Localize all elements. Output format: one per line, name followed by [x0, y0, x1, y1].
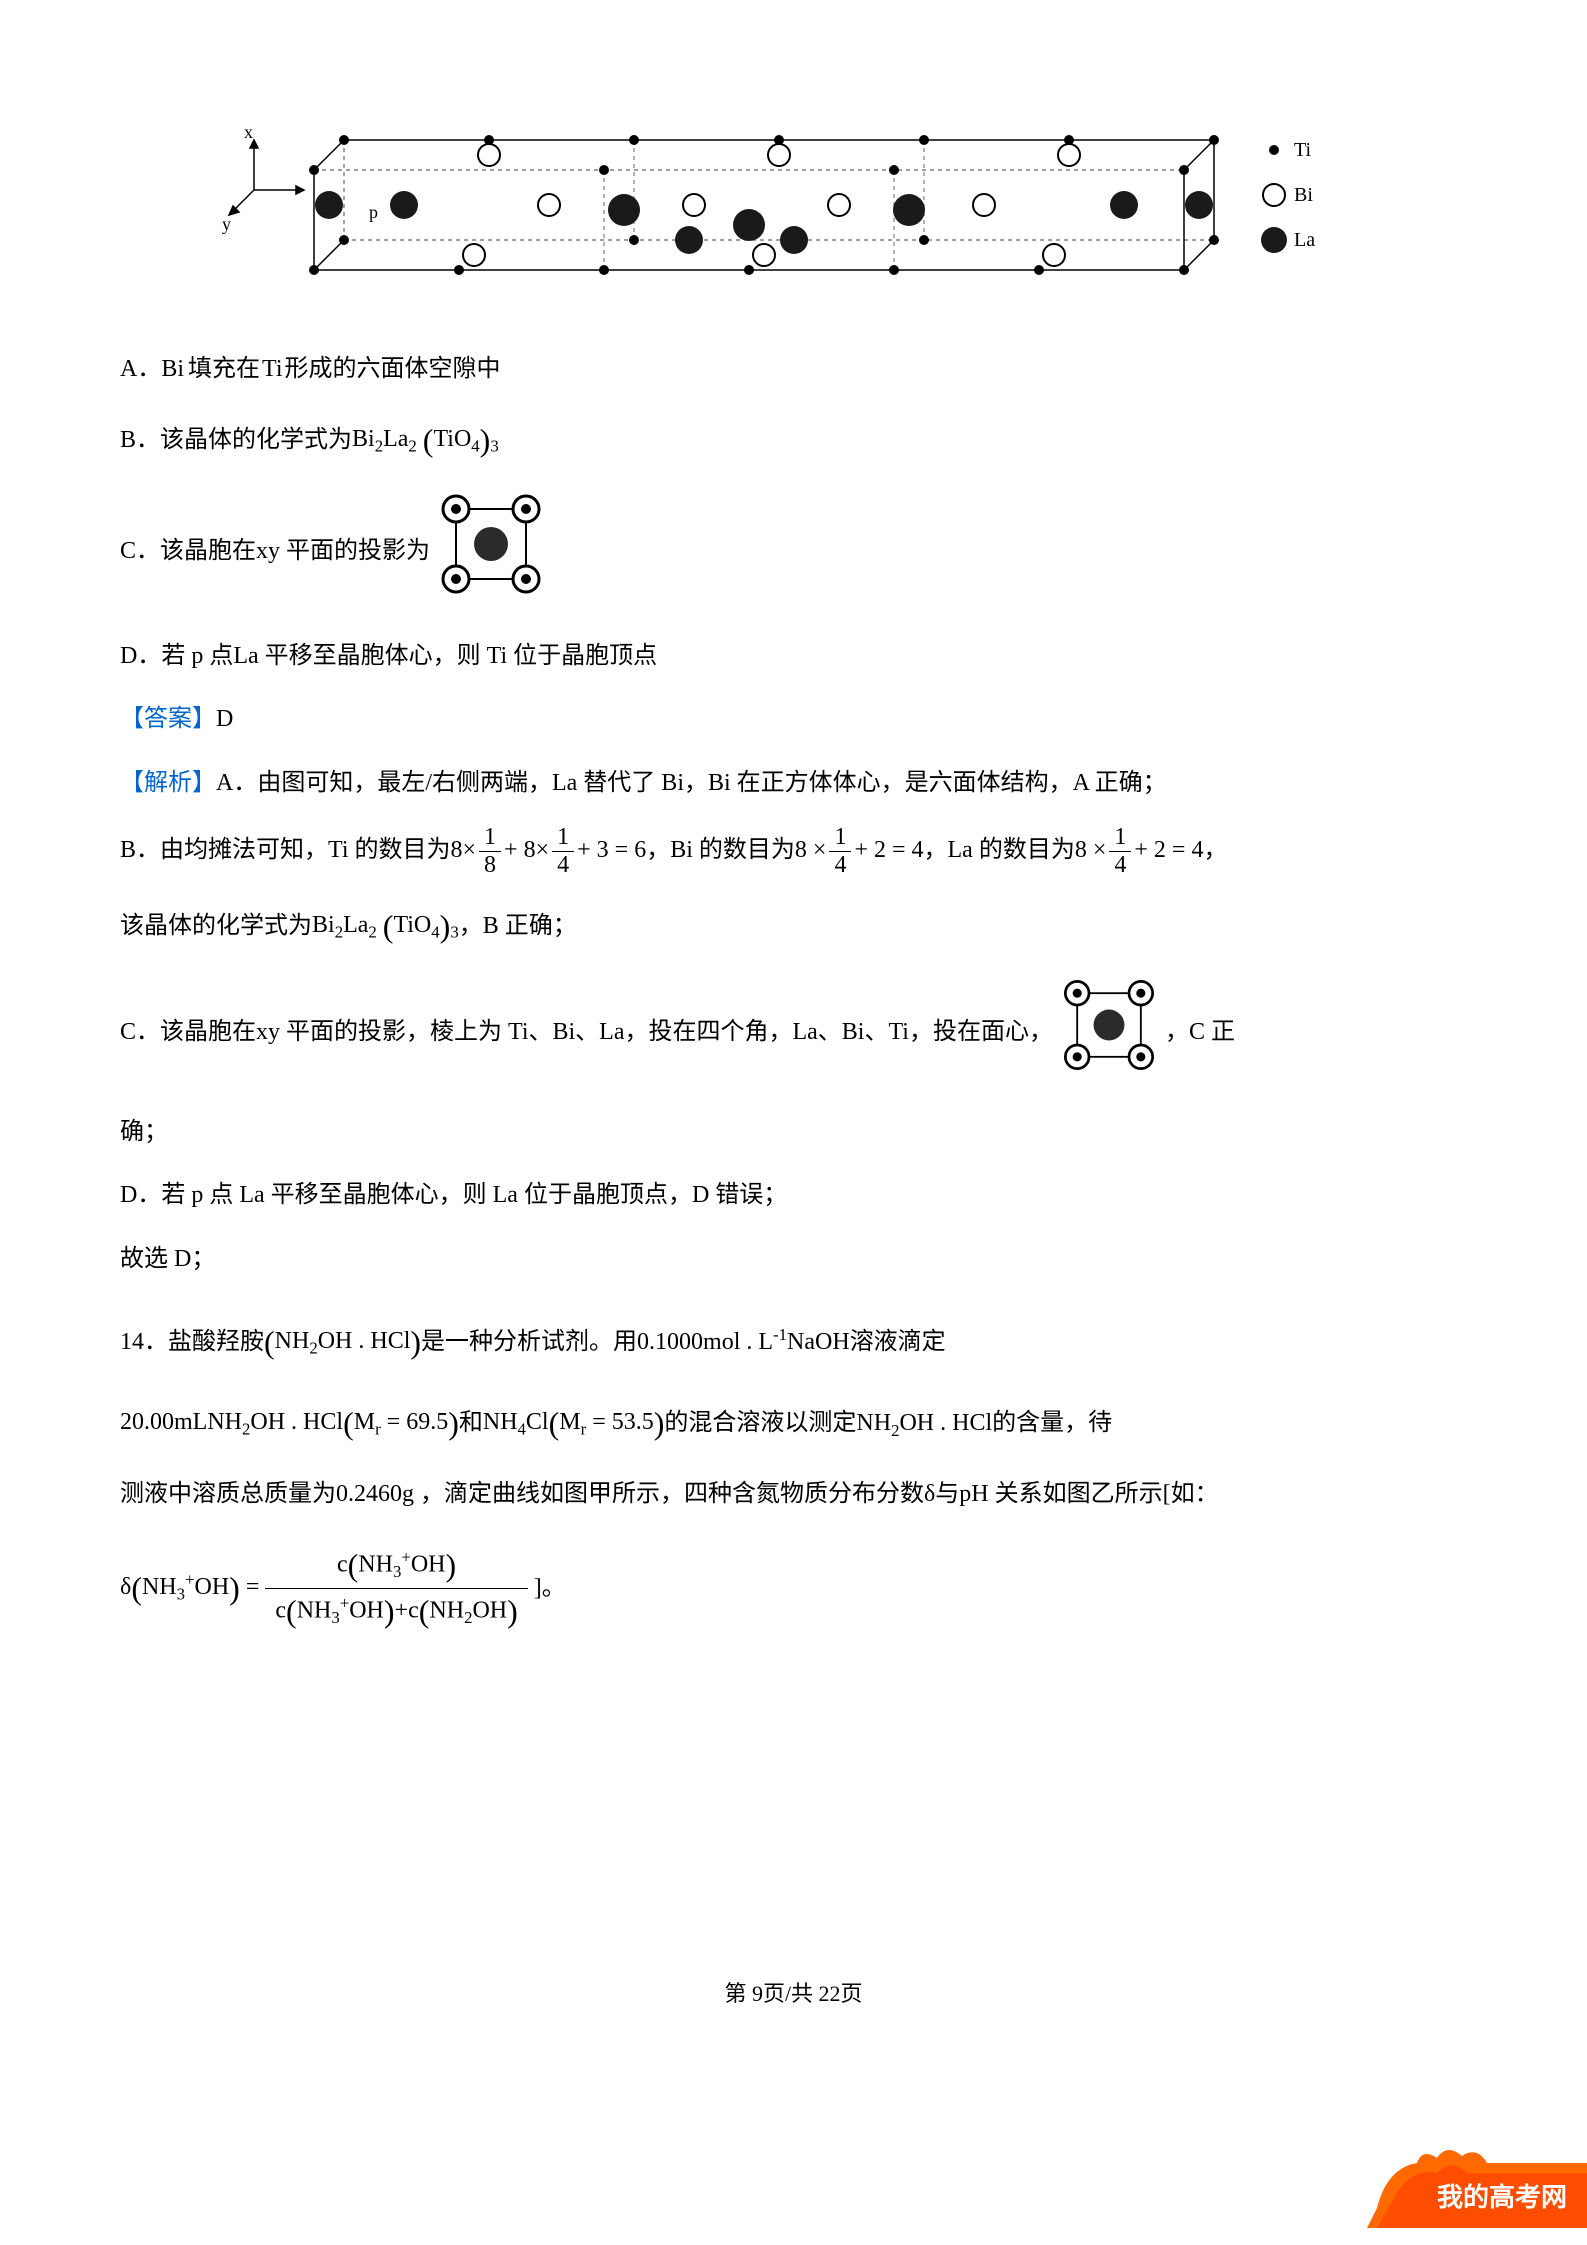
- option-a-prefix: A．: [120, 347, 161, 393]
- q14-line2: 20.00mLNH2OH . HCl(Mr = 69.5) 和 NH4Cl(Mr…: [120, 1393, 1467, 1454]
- axis-x-label: x: [244, 122, 253, 142]
- analysis-a-text: A．由图可知，最左/右侧两端，La 替代了 Bi，Bi 在正方体体心，是六面体结…: [216, 761, 1167, 807]
- option-c-prefix: C．: [120, 529, 160, 575]
- option-c: C． 该晶胞在xy 平面的投影为: [120, 489, 1467, 616]
- analysis-d-text: D．若 p 点 La 平移至晶胞体心，则 La 位于晶胞顶点，D 错误；: [120, 1173, 787, 1219]
- legend-ti: Ti: [1294, 139, 1312, 161]
- option-d-text: 若 p 点La 平移至晶胞体心，则 Ti 位于晶胞顶点: [161, 634, 657, 680]
- q14-formula1: (NH2OH . HCl): [264, 1312, 421, 1373]
- analysis-c: C．该晶胞在xy 平面的投影，棱上为 Ti、Bi、La，投在四个角，La、Bi、…: [120, 975, 1467, 1092]
- option-b-formula: Bi2La2 (TiO4)3: [352, 410, 499, 471]
- axis-y-label: y: [222, 214, 231, 234]
- analysis-c-line2: 确；: [120, 1110, 1467, 1156]
- page-footer: 第 9页/共 22页: [0, 1973, 1587, 2015]
- q14-line3: 测液中溶质总质量为0.2460g ，滴定曲线如图甲所示，四种含氮物质分布分数δ与…: [120, 1472, 1467, 1518]
- answer-value: D: [216, 697, 233, 743]
- option-d: D． 若 p 点La 平移至晶胞体心，则 Ti 位于晶胞顶点: [120, 634, 1467, 680]
- analysis-b-prefix: B．由均摊法可知，Ti 的数目为: [120, 828, 451, 874]
- analysis-a: 【解析】 A．由图可知，最左/右侧两端，La 替代了 Bi，Bi 在正方体体心，…: [120, 761, 1467, 807]
- analysis-d: D．若 p 点 La 平移至晶胞体心，则 La 位于晶胞顶点，D 错误；: [120, 1173, 1467, 1219]
- projection-icon: [436, 489, 546, 616]
- answer-label: 【答案】: [120, 697, 216, 743]
- watermark-text: 我的高考网: [1437, 2182, 1567, 2212]
- legend-la: La: [1294, 229, 1315, 251]
- analysis-b-mid2: ，La 的数目为: [924, 828, 1075, 874]
- q14-line1: 14．盐酸羟胺 (NH2OH . HCl) 是一种分析试剂。用 0.1000mo…: [120, 1312, 1467, 1373]
- option-c-text: 该晶胞在xy 平面的投影为: [160, 529, 430, 575]
- option-a-text: 填充在: [188, 347, 260, 393]
- q14-fraction: c(NH3+OH) c(NH3+OH)+c(NH2OH): [265, 1543, 527, 1635]
- q14-equation: δ(NH3+OH) = c(NH3+OH) c(NH3+OH)+c(NH2OH)…: [120, 1543, 1467, 1635]
- analysis-b-mid1: ，Bi 的数目为: [646, 828, 795, 874]
- answer-line: 【答案】 D: [120, 697, 1467, 743]
- analysis-c-after: ，C 正: [1165, 1010, 1235, 1056]
- p-label: p: [369, 202, 378, 222]
- watermark-badge: 我的高考网: [1367, 2138, 1587, 2245]
- crystal-svg: x y: [194, 100, 1394, 300]
- analysis-label: 【解析】: [120, 761, 216, 807]
- projection-icon-2: [1059, 975, 1159, 1092]
- option-d-prefix: D．: [120, 634, 161, 680]
- option-a: A． Bi 填充在 Ti 形成的六面体空隙中: [120, 347, 1467, 393]
- option-b-prefix: B．: [120, 418, 160, 464]
- page-container: x y: [0, 0, 1587, 2245]
- crystal-structure-diagram: x y: [194, 100, 1394, 317]
- analysis-conclusion: 故选 D；: [120, 1237, 1467, 1283]
- option-b: B． 该晶体的化学式为 Bi2La2 (TiO4)3: [120, 410, 1467, 471]
- footer-text: 第 9页/共 22页: [724, 1981, 862, 2006]
- analysis-c-before: C．该晶胞在xy 平面的投影，棱上为 Ti、Bi、La，投在四个角，La、Bi、…: [120, 1010, 1053, 1056]
- analysis-b: B．由均摊法可知，Ti 的数目为 8× 18 + 8× 14 + 3 = 6 ，…: [120, 824, 1467, 878]
- analysis-b-end: ，: [1203, 828, 1227, 874]
- legend-bi: Bi: [1294, 184, 1313, 206]
- analysis-b-line2: 该晶体的化学式为 Bi2La2 (TiO4)3 ，B 正确；: [120, 896, 1467, 957]
